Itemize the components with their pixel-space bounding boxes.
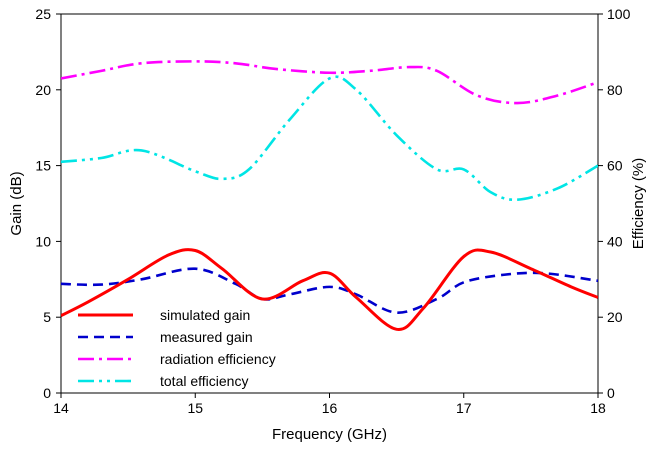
legend-label: measured gain [160, 329, 253, 345]
plot-frame [60, 13, 599, 394]
x-tick-label: 14 [53, 400, 69, 416]
x-tick-label: 16 [322, 400, 338, 416]
y-right-tick-label: 40 [607, 233, 623, 249]
y-right-tick-label: 100 [607, 6, 631, 22]
y-right-tick-label: 0 [607, 385, 615, 401]
series-line-total-efficiency [61, 75, 598, 202]
y-left-tick-label: 20 [35, 82, 51, 98]
series-line-simulated-gain [61, 248, 598, 331]
y-left-tick-label: 0 [43, 385, 51, 401]
series-line-measured-gain [61, 267, 598, 314]
x-axis-title: Frequency (GHz) [272, 426, 387, 443]
series-layer [61, 60, 598, 331]
y-left-tick-label: 10 [35, 233, 51, 249]
y-left-tick-label: 15 [35, 158, 51, 174]
y-left-tick-label: 5 [43, 309, 51, 325]
series-line-radiation-efficiency [61, 60, 598, 105]
y-right-tick-label: 80 [607, 82, 623, 98]
y-axis-left-title: Gain (dB) [8, 171, 25, 235]
legend-label: radiation efficiency [160, 351, 276, 367]
x-tick-label: 15 [187, 400, 203, 416]
legend-label: total efficiency [160, 373, 248, 389]
legend: simulated gain measured gain radiation eff… [78, 307, 276, 389]
y-right-tick-label: 20 [607, 309, 623, 325]
legend-label: simulated gain [160, 307, 250, 323]
x-tick-label: 18 [590, 400, 606, 416]
y-right-tick-label: 60 [607, 158, 623, 174]
y-axis-right-title: Efficiency (%) [630, 158, 647, 249]
y-left-tick-label: 25 [35, 6, 51, 22]
x-tick-label: 17 [456, 400, 472, 416]
